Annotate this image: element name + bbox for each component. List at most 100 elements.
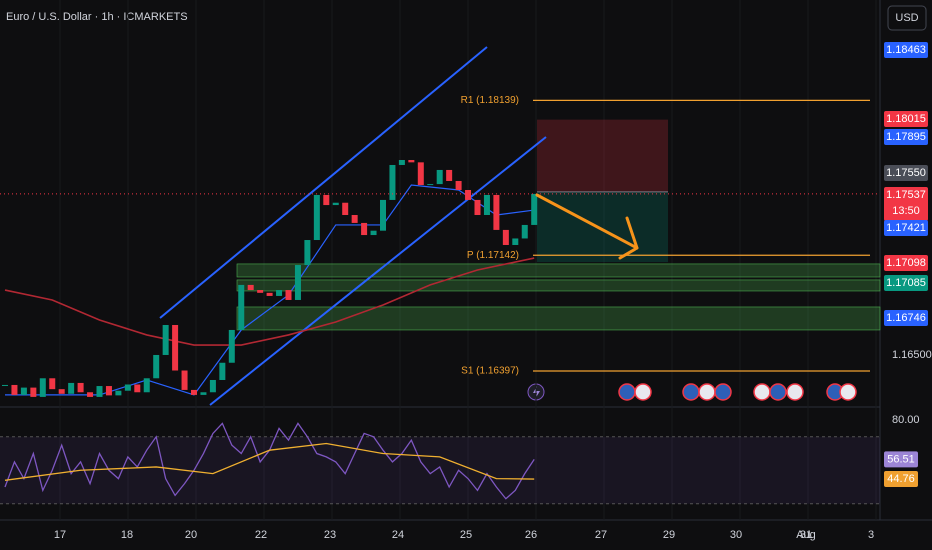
candle [87, 392, 94, 397]
candle [465, 189, 472, 200]
currency[interactable]: USD [895, 12, 918, 24]
x-tick-label: 23 [324, 529, 336, 541]
candle [77, 382, 84, 393]
candle [219, 362, 226, 380]
candle [191, 389, 197, 395]
price-label-box [884, 310, 928, 326]
rsi-tick-label: 80.00 [892, 414, 920, 426]
price-label-box [884, 275, 928, 291]
candle [162, 324, 169, 355]
candle [200, 392, 207, 395]
candle [2, 384, 8, 386]
candle [455, 180, 462, 190]
price-label-box [884, 111, 928, 127]
candle [380, 199, 386, 231]
candle [332, 202, 339, 206]
candle [474, 199, 481, 216]
chart-title: Euro / U.S. Dollar · 1h · ICMARKETS [6, 11, 188, 23]
event-icon[interactable] [698, 383, 716, 401]
x-tick-label: 3 [868, 529, 874, 541]
candle [96, 386, 103, 397]
candle [446, 169, 453, 181]
candle [143, 378, 150, 393]
rsi-label-box [884, 451, 918, 468]
price-label: 1.17421 [886, 222, 926, 234]
x-tick-label: Aug [796, 529, 816, 541]
event-icon[interactable] [786, 383, 804, 401]
x-tick-label: 26 [525, 529, 537, 541]
candle [58, 389, 65, 394]
candle [247, 284, 254, 291]
event-icon[interactable] [839, 383, 857, 401]
price-label: 1.18015 [886, 113, 926, 125]
candle [304, 240, 311, 266]
candle [493, 194, 500, 230]
x-tick-label: 22 [255, 529, 267, 541]
stop-box [537, 119, 668, 192]
event-icon[interactable] [682, 383, 700, 401]
x-tick-label: 30 [730, 529, 742, 541]
price-label-box [884, 187, 928, 221]
candle [361, 222, 368, 236]
candle [134, 384, 141, 393]
candle [115, 390, 122, 396]
event-icon[interactable] [714, 383, 732, 401]
event-icon[interactable] [769, 383, 787, 401]
price-label: 1.17537 [886, 189, 926, 201]
price-label-box [884, 220, 928, 236]
candle [266, 292, 273, 296]
candle [39, 378, 46, 397]
channel-line [209, 136, 547, 406]
price-label-box [884, 255, 928, 271]
candle [172, 324, 179, 371]
rsi-label: 44.76 [887, 473, 915, 485]
candle [285, 290, 292, 300]
price-label: 1.16746 [886, 312, 926, 324]
pivot-label: R1 (1.18139) [461, 95, 519, 106]
zone [236, 279, 881, 292]
event-icon[interactable] [634, 383, 652, 401]
x-tick-label: 27 [595, 529, 607, 541]
candle [531, 193, 538, 225]
candle [209, 379, 216, 393]
candle [124, 384, 131, 391]
candle [521, 224, 528, 239]
zone [236, 263, 881, 278]
x-tick-label: 29 [663, 529, 675, 541]
x-tick-label: 25 [460, 529, 472, 541]
candle [323, 194, 330, 206]
candle [153, 354, 160, 379]
price-label: 1.17098 [886, 257, 926, 269]
rsi-band [0, 436, 880, 504]
candle [313, 194, 320, 241]
candle [417, 162, 424, 186]
candle [427, 184, 434, 186]
candle [257, 290, 264, 293]
candle [483, 194, 490, 216]
x-tick-label: 24 [392, 529, 404, 541]
arrow [535, 193, 639, 260]
candle [389, 164, 396, 200]
candle [238, 284, 245, 330]
countdown: 13:50 [892, 205, 920, 217]
event-icon[interactable] [618, 383, 636, 401]
candle [398, 160, 405, 165]
candle [11, 384, 18, 395]
moving-average [4, 257, 535, 346]
price-label-box [884, 165, 928, 181]
candle [181, 370, 188, 390]
candle [20, 387, 27, 395]
price-label: 1.17550 [886, 167, 926, 179]
candle [294, 265, 301, 300]
event-icon[interactable] [753, 383, 771, 401]
candle [408, 160, 415, 163]
x-tick-label: 18 [121, 529, 133, 541]
price-label: 1.18463 [886, 44, 926, 56]
candle [228, 329, 235, 363]
zone [236, 306, 881, 331]
rsi-ma-line [4, 442, 535, 481]
currency-button[interactable] [887, 5, 927, 31]
candle [342, 202, 349, 216]
